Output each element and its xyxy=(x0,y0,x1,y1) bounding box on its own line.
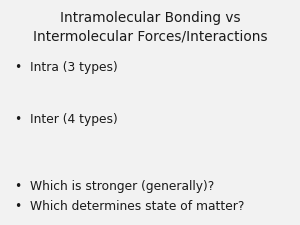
Text: •  Which is stronger (generally)?: • Which is stronger (generally)? xyxy=(15,180,214,193)
Text: Intramolecular Bonding vs
Intermolecular Forces/Interactions: Intramolecular Bonding vs Intermolecular… xyxy=(33,11,267,43)
Text: •  Which determines state of matter?: • Which determines state of matter? xyxy=(15,200,244,214)
Text: •  Inter (4 types): • Inter (4 types) xyxy=(15,113,118,126)
Text: •  Intra (3 types): • Intra (3 types) xyxy=(15,61,118,74)
